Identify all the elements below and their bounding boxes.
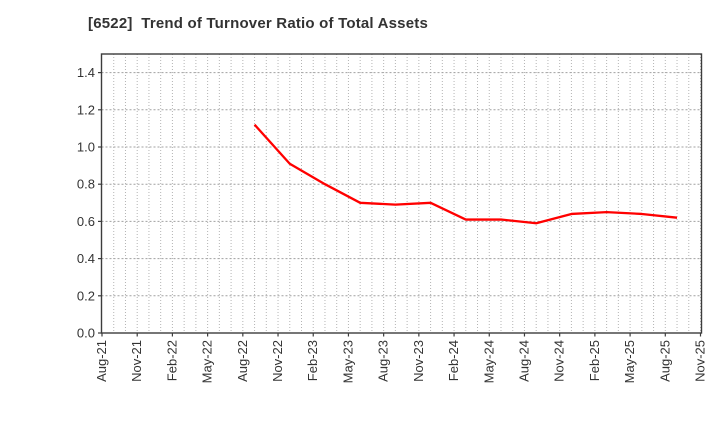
x-tick-label: Aug-21	[94, 340, 109, 382]
x-tick-label: Feb-23	[305, 340, 320, 381]
x-tick-label: Aug-23	[376, 340, 391, 382]
x-tick-label: Nov-24	[552, 340, 567, 382]
x-tick-label: Aug-25	[657, 340, 672, 382]
x-tick-label: Nov-23	[411, 340, 426, 382]
y-tick-label: 0.0	[77, 326, 95, 341]
x-tick-label: May-23	[340, 340, 355, 383]
chart-title: [6522] Trend of Turnover Ratio of Total …	[88, 15, 429, 32]
data-series-line	[253, 123, 678, 225]
x-tick-label: Feb-24	[446, 340, 461, 381]
y-tick-label: 1.4	[77, 65, 95, 80]
y-tick-label: 0.8	[77, 177, 95, 192]
x-tick-label: May-22	[200, 340, 215, 383]
x-tick-label: Aug-22	[235, 340, 250, 382]
x-tick-label: Nov-22	[270, 340, 285, 382]
x-tick-label: Feb-25	[587, 340, 602, 381]
x-tick-label: Nov-21	[129, 340, 144, 382]
x-tick-label: May-25	[622, 340, 637, 383]
y-tick-label: 0.2	[77, 288, 95, 303]
x-tick-label: Aug-24	[516, 340, 531, 382]
y-tick-label: 1.2	[77, 102, 95, 117]
x-tick-label: May-24	[481, 340, 496, 383]
y-tick-label: 0.6	[77, 214, 95, 229]
x-tick-label: Feb-22	[164, 340, 179, 381]
x-tick-label: Nov-25	[693, 340, 708, 382]
y-tick-label: 1.0	[77, 140, 95, 155]
y-tick-label: 0.4	[77, 251, 95, 266]
plot-border	[100, 53, 703, 334]
